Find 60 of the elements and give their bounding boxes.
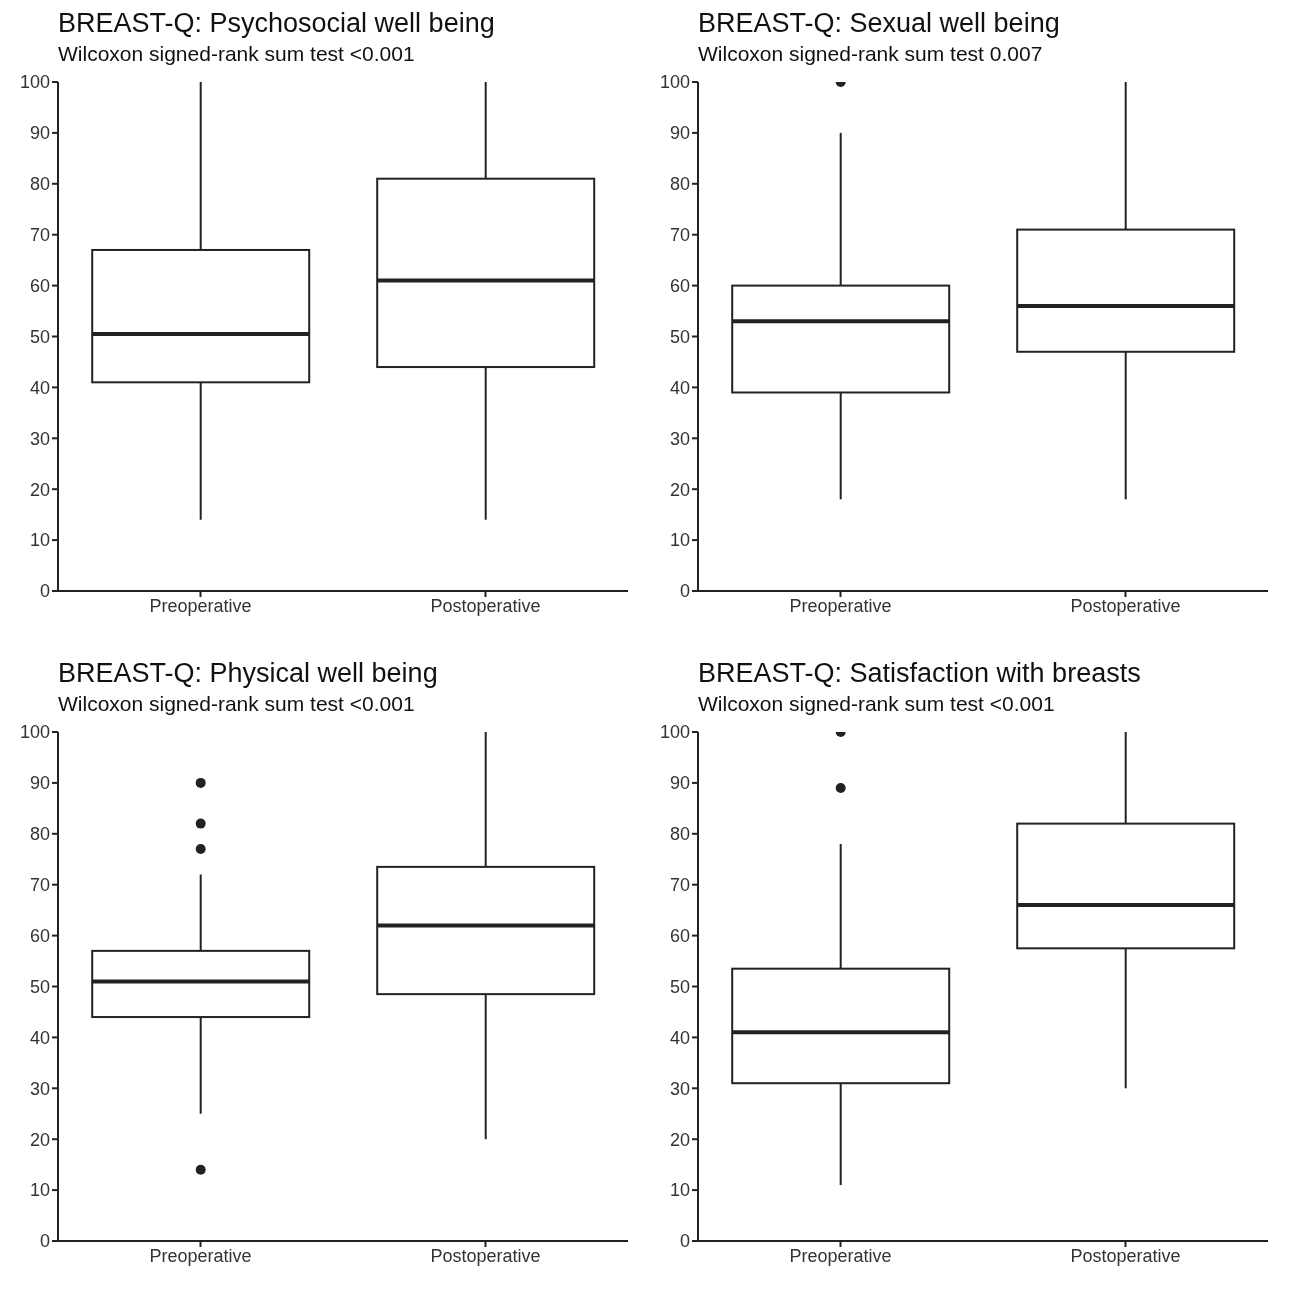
y-tick-label: 50: [29, 326, 50, 347]
y-tick-label: 90: [669, 123, 690, 144]
y-tick-label: 100: [659, 72, 690, 93]
y-tick-label: 0: [679, 581, 690, 602]
y-tick-label: 60: [669, 925, 690, 946]
y-tick-label: 0: [39, 581, 50, 602]
chart-subtitle: Wilcoxon signed-rank sum test <0.001: [58, 42, 416, 67]
y-tick-label: 30: [29, 1078, 50, 1099]
y-tick-label: 50: [669, 326, 690, 347]
y-tick-label: 80: [29, 174, 50, 195]
x-tick-label: Postoperative: [1070, 595, 1181, 616]
y-tick-label: 20: [669, 479, 690, 500]
y-tick-label: 70: [669, 225, 690, 246]
y-tick-label: 40: [669, 1027, 690, 1048]
x-tick-label: Postoperative: [1070, 1245, 1181, 1266]
x-tick-label: Preoperative: [149, 595, 252, 616]
x-tick-label: Preoperative: [789, 595, 892, 616]
y-tick-label: 40: [29, 377, 50, 398]
y-tick-label: 60: [669, 275, 690, 296]
chart-title: BREAST-Q: Physical well being: [58, 658, 439, 690]
y-tick-label: 70: [29, 225, 50, 246]
y-tick-label: 20: [29, 1129, 50, 1150]
y-tick-label: 80: [29, 824, 50, 845]
y-tick-label: 10: [29, 530, 50, 551]
y-tick-label: 30: [669, 428, 690, 449]
x-tick-label: Postoperative: [430, 1245, 541, 1266]
y-tick-label: 90: [29, 123, 50, 144]
y-tick-label: 30: [669, 1078, 690, 1099]
y-tick-label: 80: [669, 824, 690, 845]
y-tick-label: 100: [19, 722, 50, 743]
y-tick-label: 100: [19, 72, 50, 93]
x-tick-label: Postoperative: [430, 595, 541, 616]
y-tick-label: 70: [669, 875, 690, 896]
y-tick-label: 10: [29, 1180, 50, 1201]
y-tick-label: 60: [29, 275, 50, 296]
y-tick-label: 80: [669, 174, 690, 195]
y-tick-label: 20: [29, 479, 50, 500]
chart-title: BREAST-Q: Psychosocial well being: [58, 8, 496, 40]
y-tick-label: 50: [669, 976, 690, 997]
y-tick-label: 90: [29, 773, 50, 794]
y-tick-label: 10: [669, 1180, 690, 1201]
chart-subtitle: Wilcoxon signed-rank sum test <0.001: [698, 692, 1056, 717]
y-tick-label: 20: [669, 1129, 690, 1150]
y-tick-label: 40: [29, 1027, 50, 1048]
y-tick-label: 90: [669, 773, 690, 794]
y-tick-label: 0: [39, 1231, 50, 1252]
y-tick-label: 10: [669, 530, 690, 551]
x-tick-label: Preoperative: [789, 1245, 892, 1266]
chart-subtitle: Wilcoxon signed-rank sum test 0.007: [698, 42, 1044, 67]
x-tick-label: Preoperative: [149, 1245, 252, 1266]
chart-title: BREAST-Q: Satisfaction with breasts: [698, 658, 1142, 690]
y-tick-label: 50: [29, 976, 50, 997]
y-tick-label: 70: [29, 875, 50, 896]
y-tick-label: 60: [29, 925, 50, 946]
y-tick-label: 100: [659, 722, 690, 743]
y-tick-label: 30: [29, 428, 50, 449]
y-tick-label: 40: [669, 377, 690, 398]
y-tick-label: 0: [679, 1231, 690, 1252]
chart-title: BREAST-Q: Sexual well being: [698, 8, 1061, 40]
chart-subtitle: Wilcoxon signed-rank sum test <0.001: [58, 692, 416, 717]
